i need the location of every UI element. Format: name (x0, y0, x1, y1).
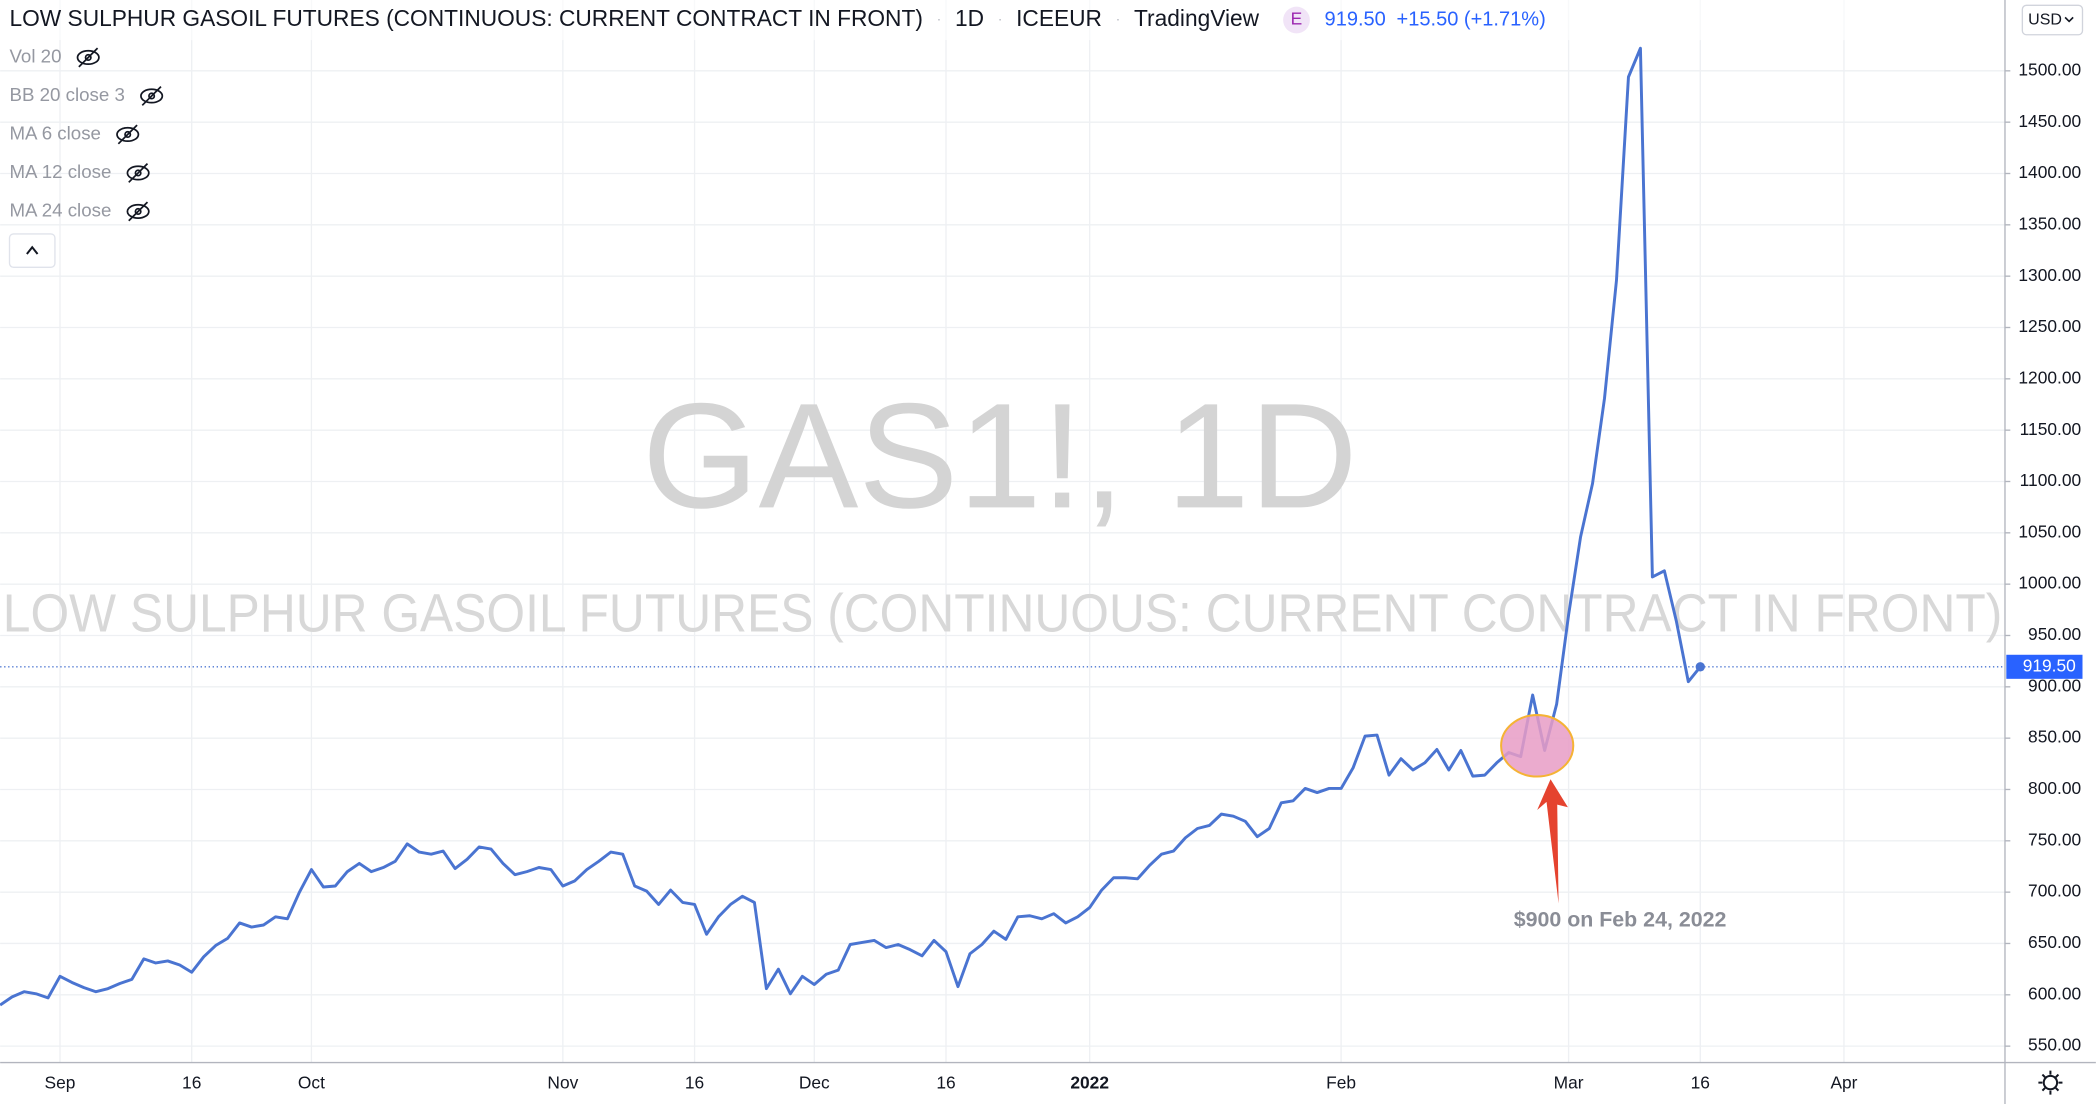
y-tick-label: 1100.00 (2020, 470, 2081, 490)
indicator[interactable]: MA 24 close (9, 199, 111, 220)
last-price-box (2006, 654, 2083, 679)
y-tick-label: 1200.00 (2018, 367, 2081, 387)
y-tick-label: 1050.00 (2018, 521, 2081, 541)
y-tick-label: 1500.00 (2018, 59, 2081, 79)
badge: E (1291, 9, 1303, 29)
price: 919.50 (1325, 8, 1386, 30)
hide-icon (76, 49, 100, 66)
axes: 550.00 600.00 650.00 700.00 750.00 800.00 850.… (45, 59, 2083, 1093)
hide-icon-pupil (134, 207, 142, 215)
x-tick-label: Nov (547, 1073, 578, 1093)
x-tick-label: 16 (936, 1073, 955, 1093)
y-tick-label: 900.00 (2028, 675, 2081, 695)
header-bg (0, 0, 2005, 41)
y-tick-label: 1450.00 (2018, 111, 2081, 131)
interval[interactable]: 1D (955, 5, 984, 31)
annotation-arrow (1537, 779, 1568, 904)
x-tick-label: Dec (799, 1073, 830, 1093)
y-tick-label: 950.00 (2028, 624, 2081, 644)
hide-icon-slash (117, 124, 138, 145)
price-line (0, 46, 1702, 1007)
separator-dot: · (1116, 12, 1120, 27)
collapse-button[interactable] (8, 233, 56, 268)
x-tick-label: 16 (685, 1073, 704, 1093)
settings-icon[interactable] (2038, 1070, 2063, 1095)
hide-icon-slash (78, 47, 99, 68)
change: +15.50 (+1.71%) (1397, 8, 1546, 30)
collapse-icon (26, 245, 39, 255)
source: TradingView (1134, 5, 1260, 31)
y-tick-label: 1400.00 (2018, 162, 2081, 182)
y-tick-label: 550.00 (2028, 1035, 2081, 1055)
indicator[interactable]: MA 6 close (9, 122, 100, 143)
hide-icon-slash (141, 85, 162, 106)
hide-icon-pupil (84, 53, 92, 62)
annotation: $900 on Feb 24, 2022 (1514, 908, 1727, 932)
y-tick-label: 1350.00 (2018, 213, 2081, 233)
hide-icon-pupil (148, 92, 156, 100)
hide-icon-pupil (134, 169, 142, 177)
settings-teeth (2038, 1070, 2063, 1095)
x-tick-label: 2022 (1070, 1073, 1109, 1093)
hide-icon-slash (128, 201, 149, 222)
last-price-label: 919.50 (2023, 655, 2076, 675)
y-tick-label: 1300.00 (2018, 265, 2081, 285)
y-tick-label: 800.00 (2028, 778, 2081, 798)
x-tick-label: Feb (1326, 1073, 1356, 1093)
settings-gear[interactable] (2042, 1074, 2059, 1091)
currency-caret (2064, 16, 2074, 23)
currency-button[interactable] (2021, 4, 2084, 36)
hide-icon (116, 126, 140, 143)
x-tick-label: 16 (1691, 1073, 1710, 1093)
y-tick-label: 650.00 (2028, 932, 2081, 952)
y-tick-label: 1250.00 (2018, 316, 2081, 336)
symbol-title[interactable]: LOW SULPHUR GASOIL FUTURES (CONTINUOUS: … (9, 5, 922, 31)
hide-icon-slash (128, 162, 149, 183)
highlight-circle (1500, 714, 1575, 778)
badge-bg (1283, 6, 1310, 34)
hide-icon (126, 165, 150, 181)
separator-dot: · (937, 12, 941, 27)
last-point (1695, 662, 1705, 672)
hide-icon (140, 88, 164, 104)
x-tick-label: Sep (45, 1073, 76, 1093)
currency[interactable]: USD (2028, 10, 2062, 28)
y-tick-label: 850.00 (2028, 727, 2081, 747)
watermark-name: LOW SULPHUR GASOIL FUTURES (CONTINUOUS: … (3, 585, 2002, 644)
y-tick-label: 600.00 (2028, 983, 2081, 1003)
separator-dot: · (998, 12, 1002, 27)
hide-icon-pupil (124, 130, 132, 138)
x-tick-label: Mar (1554, 1073, 1584, 1093)
indicator[interactable]: MA 12 close (9, 161, 111, 182)
exchange: ICEEUR (1016, 5, 1102, 31)
y-tick-label: 700.00 (2028, 881, 2081, 901)
indicator[interactable]: BB 20 close 3 (9, 84, 124, 105)
indicator-list: Vol 20 BB 20 close 3 MA 6 close MA 12 close… (9, 45, 164, 222)
y-tick-label: 1000.00 (2018, 573, 2081, 593)
plot (0, 46, 2005, 1007)
y-tick-label: 750.00 (2028, 829, 2081, 849)
y-tick-label: 1150.00 (2020, 419, 2081, 439)
x-tick-label: 16 (182, 1073, 201, 1093)
grid (0, 0, 2005, 1063)
x-tick-label: Apr (1830, 1073, 1857, 1093)
indicator[interactable]: Vol 20 (9, 45, 61, 66)
hide-icon (126, 203, 150, 219)
watermark-symbol: GAS1!, 1D (642, 371, 1357, 539)
x-tick-label: Oct (298, 1073, 325, 1093)
